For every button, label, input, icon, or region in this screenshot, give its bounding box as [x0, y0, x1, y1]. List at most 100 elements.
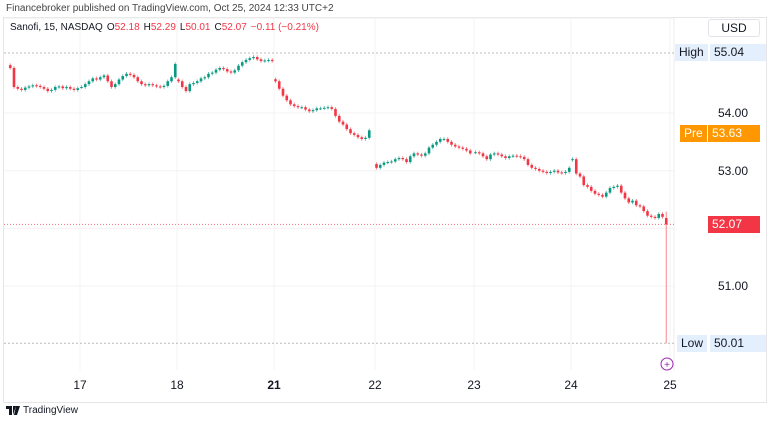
candle-body [315, 108, 319, 111]
candle-body [20, 88, 23, 90]
candle-body [574, 159, 578, 174]
low-value: 50.01 [185, 22, 211, 33]
candle-body [87, 81, 91, 85]
candle-body [567, 167, 571, 172]
candle-body [438, 138, 442, 142]
candle-body [76, 88, 80, 90]
candle-body [80, 87, 83, 89]
candle-body [259, 59, 263, 62]
candle-body [222, 67, 225, 70]
candle-body [117, 79, 121, 85]
candle-body [128, 73, 132, 75]
close-value: 52.07 [221, 22, 247, 33]
candle-body [38, 85, 42, 88]
candle-body [136, 77, 140, 82]
candle-body [345, 124, 349, 130]
symbol-name: Sanofi, 15, NASDAQ [10, 22, 103, 33]
candle-body [158, 86, 162, 88]
candle-body [375, 164, 378, 168]
candle-body [390, 161, 393, 163]
candle-body [91, 78, 95, 82]
candle-body [319, 108, 322, 110]
candle-body [560, 172, 564, 174]
candle-body [412, 153, 416, 157]
candle-body [552, 170, 556, 172]
candle-body [199, 78, 203, 82]
candle-body [121, 76, 125, 80]
candle-body [453, 144, 457, 147]
candle-body [586, 185, 589, 187]
candle-body [589, 186, 593, 191]
candle-body [492, 153, 496, 155]
candle-body [564, 171, 567, 174]
candle-body [289, 100, 292, 105]
candle-body [545, 171, 549, 174]
candle-body [267, 59, 270, 61]
time-tick: 24 [564, 378, 578, 392]
candle-body [16, 87, 20, 89]
candle-body [593, 190, 597, 194]
candle-body [307, 109, 311, 112]
candle-body [184, 87, 188, 92]
candle-body [147, 84, 151, 86]
candle-body [500, 154, 504, 157]
candle-body [68, 87, 72, 89]
candle-body [195, 81, 199, 83]
price-tick: 51.00 [718, 279, 749, 293]
candle-body [27, 86, 31, 88]
time-tick: 21 [267, 378, 281, 392]
candle-body [173, 63, 177, 78]
candle-body [248, 58, 252, 60]
candle-body [515, 155, 519, 157]
candle-body [378, 164, 382, 168]
candle-body [578, 173, 582, 177]
candle-body [42, 87, 46, 89]
candle-body [229, 71, 233, 73]
candle-body [110, 81, 113, 88]
last-price-tag: 52.07 [708, 216, 760, 233]
candle-body [23, 87, 27, 90]
candle-body [255, 57, 259, 60]
candle-body [504, 156, 507, 159]
candle-body [601, 194, 604, 197]
candle-body [65, 87, 68, 89]
candle-body [638, 205, 642, 207]
tradingview-logo-icon [6, 406, 20, 415]
candle-body [53, 87, 57, 90]
candle-body [397, 158, 401, 160]
close-label: C [214, 22, 222, 33]
candle-body [477, 152, 481, 154]
candle-body [210, 72, 214, 74]
candle-body [427, 147, 431, 154]
candle-body [619, 185, 623, 193]
candle-body [285, 95, 289, 101]
candle-body [604, 192, 608, 197]
candle-body [296, 106, 300, 108]
candle-body [46, 88, 50, 92]
candle-body [83, 84, 87, 88]
brand-name: TradingView [23, 405, 79, 416]
candle-body [519, 156, 522, 158]
time-tick: 25 [663, 378, 677, 392]
candle-body [102, 75, 106, 78]
tradingview-logo[interactable]: TradingView [6, 405, 78, 416]
candle-body [155, 85, 158, 87]
candle-body [416, 153, 420, 155]
candle-body [489, 154, 492, 160]
high-label: H [143, 22, 151, 33]
candle-body [337, 115, 341, 122]
candle-body [281, 88, 285, 96]
candle-body [597, 193, 601, 195]
candle-body [356, 134, 360, 138]
candle-body [468, 150, 472, 154]
currency-button[interactable]: USD [708, 19, 760, 37]
candle-body [98, 77, 102, 80]
candle-body [292, 104, 296, 107]
candle-body [541, 170, 545, 172]
candle-body [526, 159, 530, 165]
candle-body [661, 213, 664, 217]
candle-body [252, 57, 255, 59]
pre-label-tag: Pre [680, 125, 707, 142]
candle-body [382, 162, 386, 165]
